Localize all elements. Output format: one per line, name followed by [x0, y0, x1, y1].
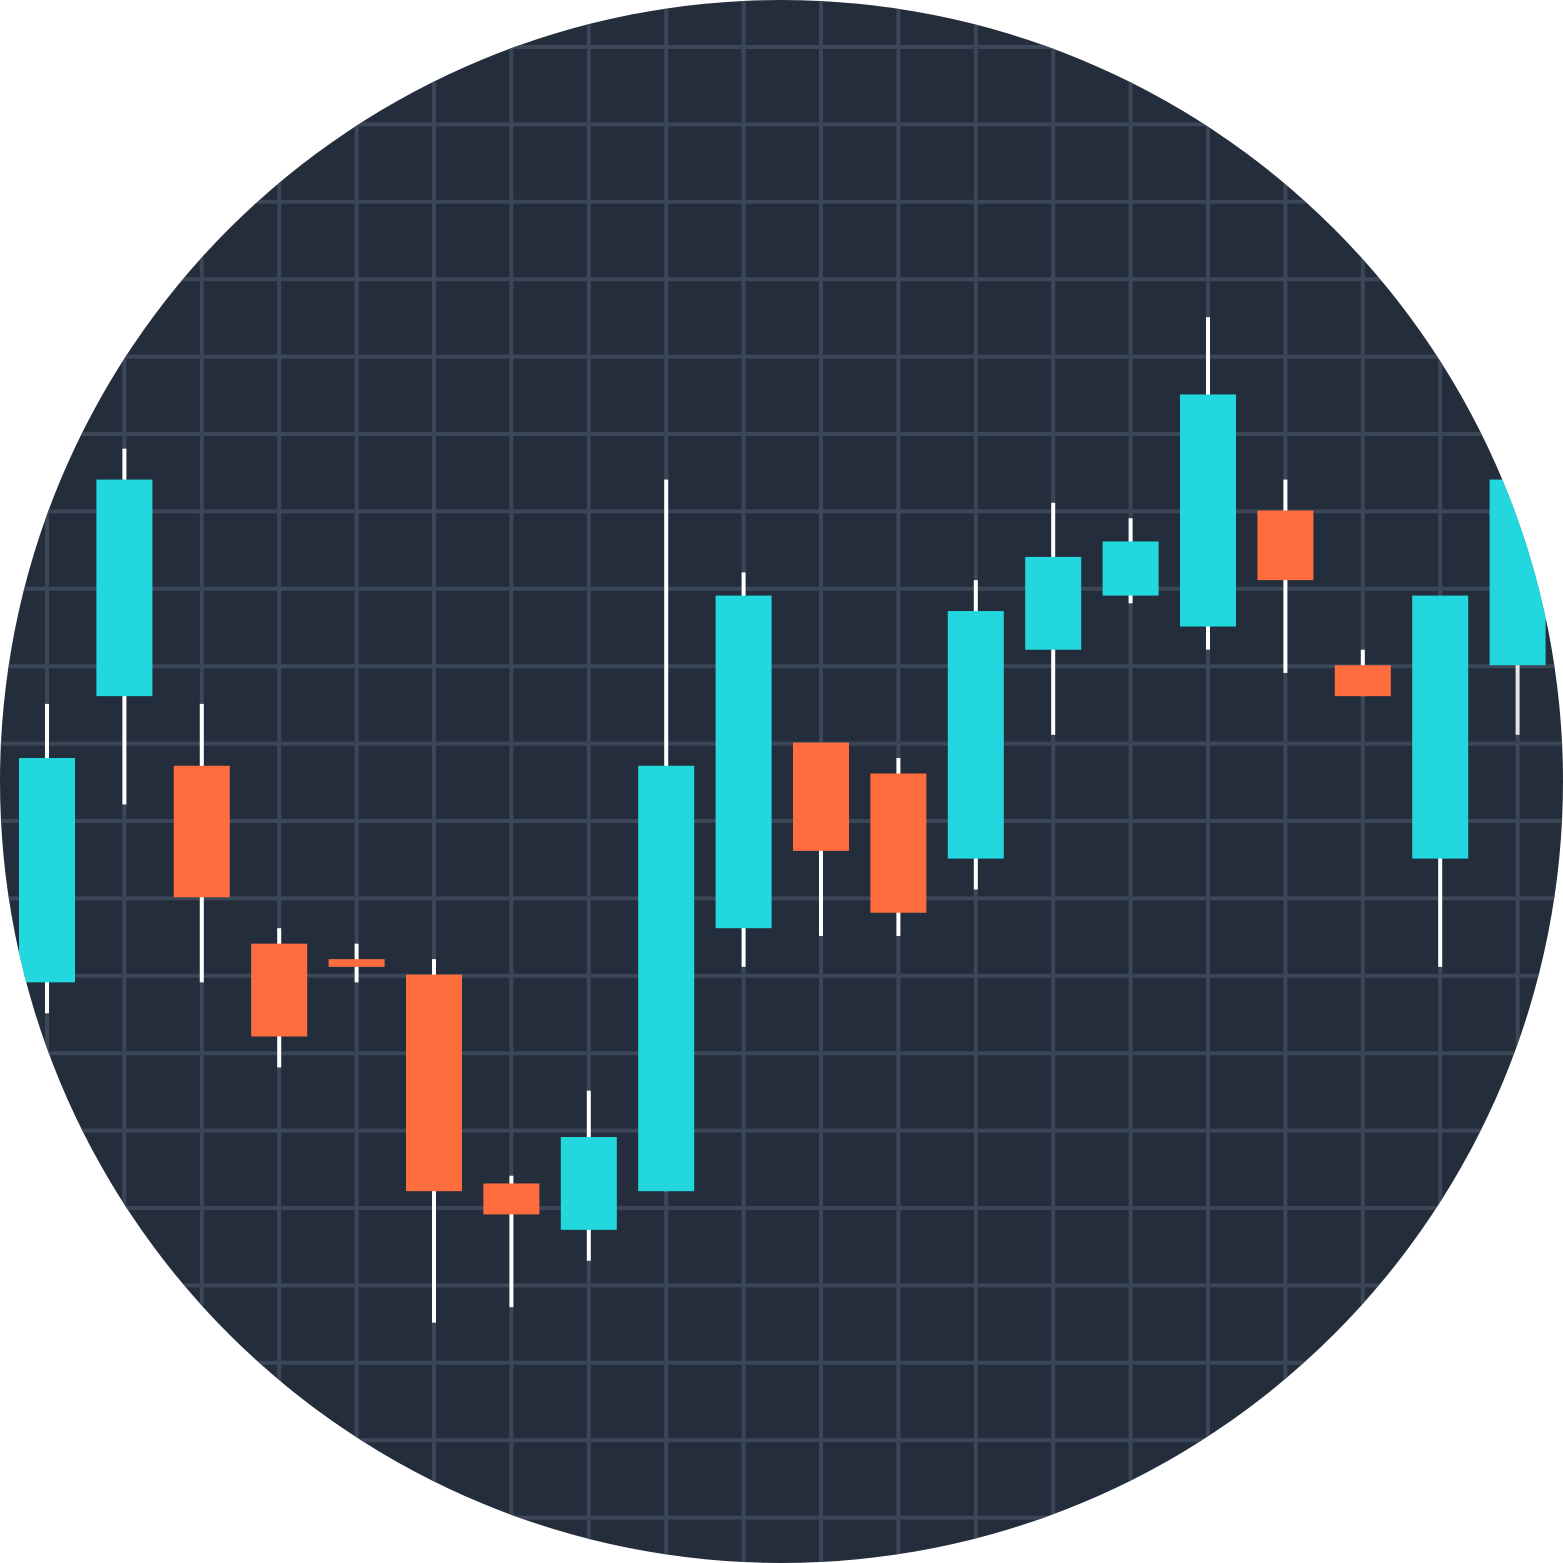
- candle-body-down: [1257, 510, 1314, 581]
- candle: [715, 572, 772, 967]
- candle-wick: [509, 1175, 514, 1308]
- candle-body-down: [406, 974, 462, 1192]
- candle: [1412, 595, 1469, 967]
- candle-body-down: [793, 742, 849, 851]
- candle-body-up: [1102, 541, 1159, 596]
- candle: [251, 928, 308, 1068]
- candle: [1025, 502, 1082, 735]
- candle: [1180, 317, 1236, 650]
- candle: [19, 703, 75, 1014]
- candle: [793, 742, 849, 936]
- candle-body-down: [173, 765, 230, 898]
- candle-body-up: [560, 1137, 617, 1230]
- candle-body-up: [19, 758, 75, 983]
- candle-body-up: [638, 765, 695, 1192]
- candle: [483, 1175, 540, 1308]
- candle: [1102, 518, 1159, 604]
- candle-body-up: [1025, 556, 1082, 650]
- candle: [638, 479, 695, 1192]
- candle: [96, 448, 153, 805]
- candle: [1257, 479, 1314, 673]
- candle-body-down: [1334, 665, 1391, 697]
- candle: [328, 943, 385, 983]
- candle-body-down: [251, 943, 308, 1037]
- candle: [173, 703, 230, 983]
- candle: [406, 959, 462, 1323]
- candle: [870, 758, 927, 936]
- candle-body-up: [947, 611, 1004, 859]
- candle: [560, 1090, 617, 1261]
- candle: [947, 580, 1004, 890]
- candle-body-up: [96, 479, 153, 697]
- candle-body-up: [715, 595, 772, 929]
- candle-body-down: [328, 959, 385, 967]
- candle-body-down: [870, 773, 927, 913]
- candle-body-up: [1180, 394, 1236, 627]
- candle-body-down: [483, 1183, 540, 1215]
- candle-body-up: [1412, 595, 1469, 859]
- candle: [1334, 649, 1391, 697]
- candle-body-up: [1489, 479, 1546, 666]
